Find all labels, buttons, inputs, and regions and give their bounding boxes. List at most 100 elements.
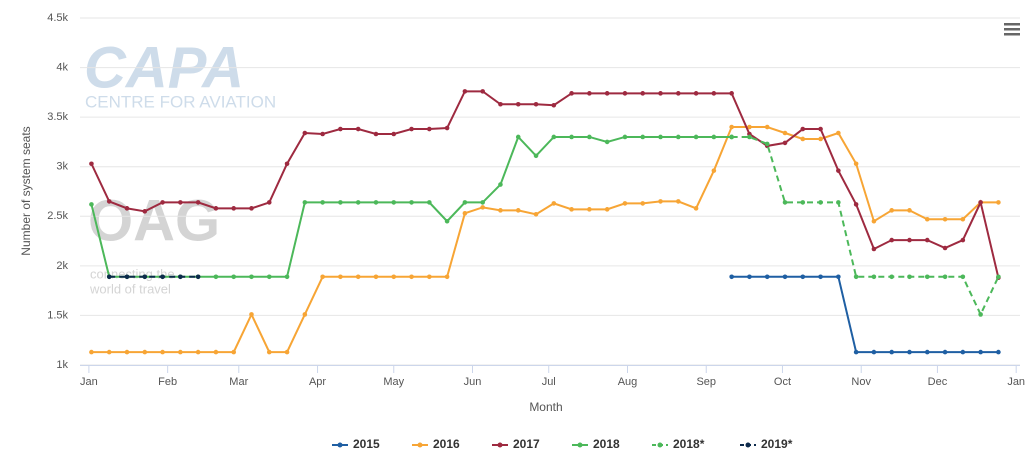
point — [818, 126, 823, 132]
point — [782, 274, 788, 280]
point — [142, 274, 148, 280]
point — [836, 274, 841, 280]
series — [89, 89, 1001, 281]
menu-bar[interactable] — [1004, 23, 1020, 26]
point — [640, 134, 646, 140]
point — [871, 349, 877, 355]
legend-marker — [657, 442, 663, 448]
point — [800, 274, 806, 280]
point — [213, 274, 219, 280]
point — [391, 131, 397, 137]
point — [764, 274, 770, 280]
point — [764, 124, 770, 130]
point — [729, 134, 734, 140]
point — [462, 200, 468, 205]
point — [942, 349, 948, 355]
x-tick-label: May — [383, 376, 404, 388]
x-tick-label: Jan — [1007, 376, 1025, 388]
point — [355, 200, 361, 205]
legend-item: 2017 — [492, 437, 540, 451]
point — [569, 207, 574, 212]
point — [782, 200, 788, 205]
legend-item: 2019* — [740, 437, 793, 451]
point — [889, 208, 895, 213]
point — [551, 201, 557, 206]
menu-bar[interactable] — [1004, 28, 1020, 31]
y-tick-label: 3.5k — [47, 111, 68, 123]
point — [747, 274, 752, 280]
point — [480, 205, 485, 210]
point — [711, 134, 717, 140]
point — [302, 130, 308, 136]
x-axis-title: Month — [529, 400, 562, 414]
x-tick-label: Apr — [309, 376, 326, 388]
point — [89, 161, 94, 167]
point — [604, 207, 610, 212]
point — [480, 200, 485, 205]
point — [106, 199, 112, 204]
point — [836, 168, 841, 173]
point — [249, 312, 254, 317]
series-line — [731, 275, 999, 354]
point — [302, 312, 308, 317]
point — [604, 139, 610, 145]
point — [249, 274, 254, 280]
point — [693, 134, 699, 140]
point — [498, 208, 503, 213]
point — [373, 274, 379, 280]
point — [764, 141, 770, 147]
point — [693, 91, 699, 96]
point — [320, 200, 325, 205]
point — [924, 216, 930, 222]
point — [818, 200, 823, 205]
y-tick-label: 2.5k — [47, 210, 68, 222]
point — [587, 91, 592, 96]
point — [818, 274, 823, 280]
x-tick-label: Dec — [928, 376, 948, 388]
menu-icon[interactable] — [1004, 23, 1020, 36]
point — [924, 349, 930, 355]
point — [409, 126, 414, 132]
point — [142, 209, 148, 214]
point — [658, 199, 663, 204]
point — [320, 131, 325, 137]
point — [924, 274, 930, 280]
point — [249, 206, 254, 211]
series-line — [91, 126, 999, 354]
point — [213, 349, 219, 355]
point — [391, 274, 397, 280]
point — [853, 274, 859, 280]
point — [338, 126, 343, 132]
series — [106, 274, 201, 280]
legend-label: 2018* — [673, 437, 705, 451]
legend-marker — [337, 442, 343, 448]
point — [907, 349, 912, 355]
point — [160, 274, 165, 280]
point — [231, 206, 237, 211]
point — [462, 211, 468, 216]
point — [942, 274, 948, 280]
point — [533, 153, 539, 159]
legend-item: 2018 — [572, 437, 620, 451]
point — [907, 274, 912, 280]
x-tick-label: Nov — [851, 376, 871, 388]
x-tick-label: Mar — [229, 376, 248, 388]
point — [178, 349, 183, 355]
point — [284, 349, 290, 355]
point — [604, 91, 610, 96]
watermark-oag: OAG — [88, 188, 220, 253]
point — [142, 349, 148, 355]
point — [853, 349, 859, 355]
point — [622, 134, 628, 140]
point — [320, 274, 325, 280]
point — [355, 126, 361, 132]
series — [89, 124, 1001, 355]
menu-bar[interactable] — [1004, 33, 1020, 36]
point — [711, 91, 717, 96]
legend-label: 2017 — [513, 437, 540, 451]
point — [675, 134, 681, 140]
point — [373, 131, 379, 137]
point — [178, 274, 183, 280]
series-line — [90, 90, 1000, 278]
point — [124, 274, 130, 280]
